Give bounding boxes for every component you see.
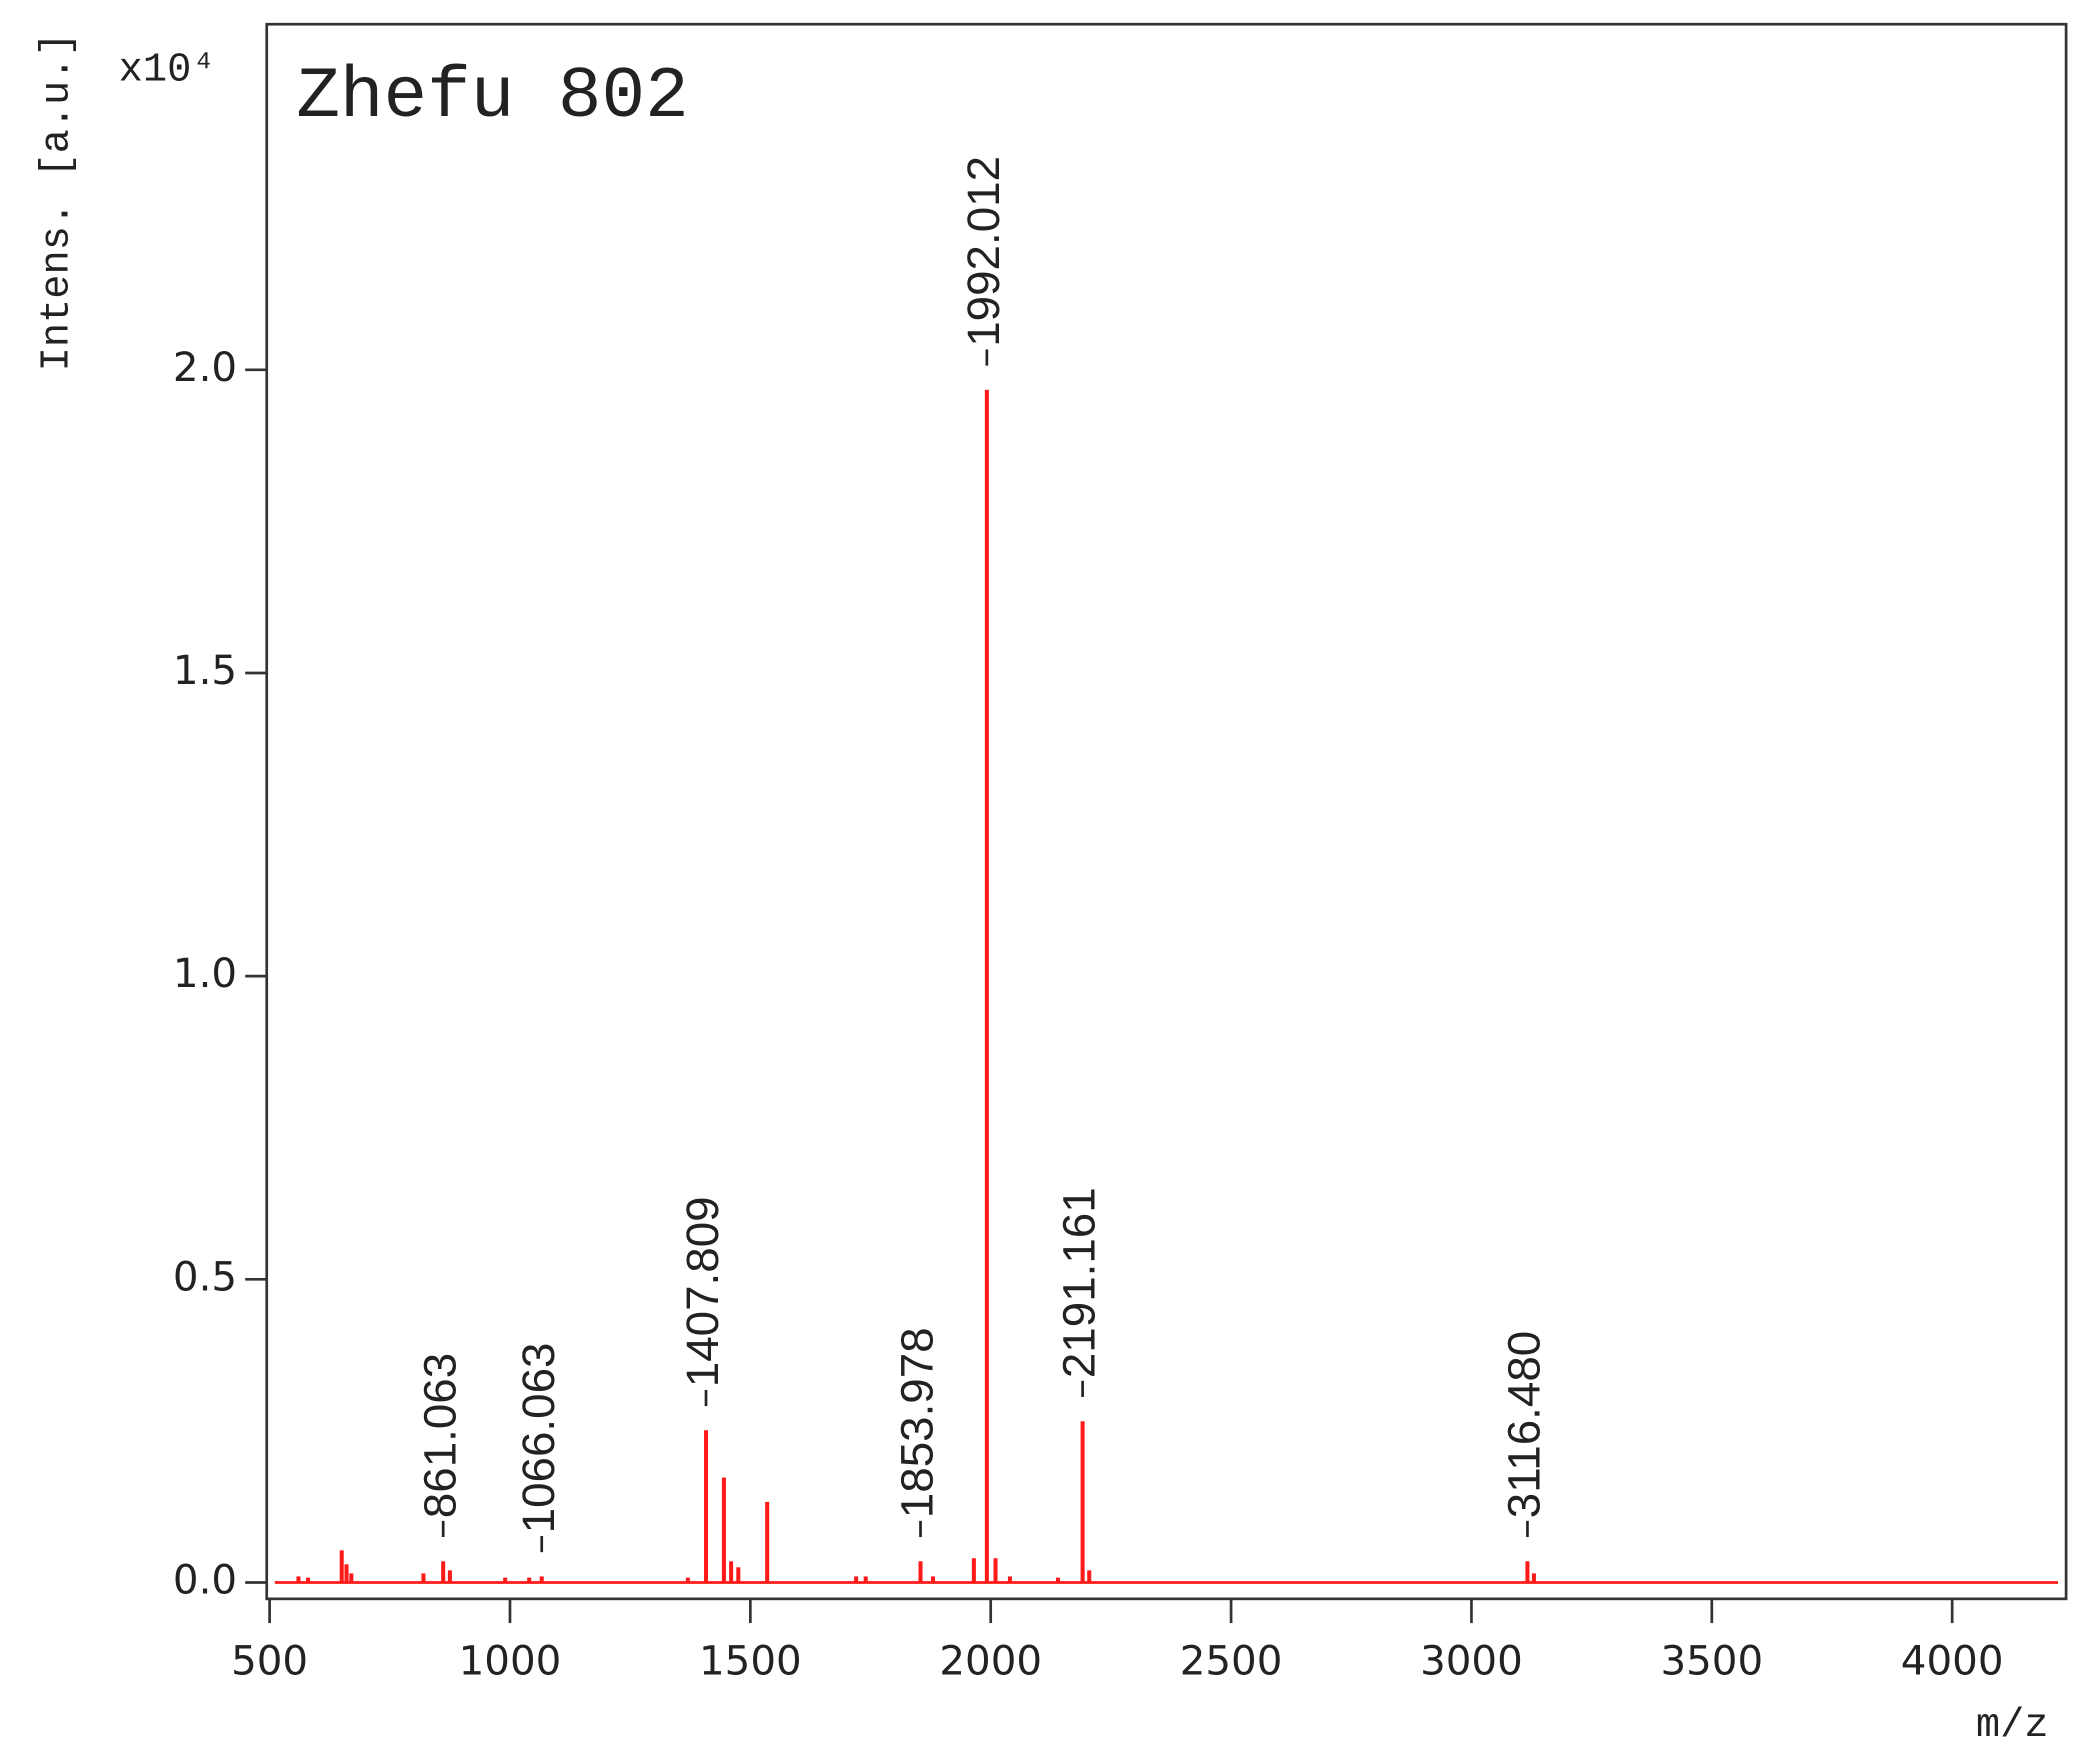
x-tick-label: 2000 xyxy=(939,1637,1042,1684)
x-tick-label: 1500 xyxy=(699,1637,802,1684)
x-tick-label: 4000 xyxy=(1901,1637,2004,1684)
y-tick-label: 2.0 xyxy=(173,344,237,391)
y-tick-label: 0.5 xyxy=(173,1253,237,1300)
y-axis-label: Intens. [a.u.] xyxy=(34,32,80,371)
y-tick-label: 1.5 xyxy=(173,647,237,694)
peak-label: 1853.978 xyxy=(892,1327,943,1518)
x-tick-label: 3000 xyxy=(1420,1637,1523,1684)
y-multiplier: x10⁴ xyxy=(119,48,216,94)
peak-label: 3116.480 xyxy=(1499,1331,1550,1518)
x-tick-label: 2500 xyxy=(1180,1637,1283,1684)
peak-label: 1407.809 xyxy=(677,1196,728,1387)
peak-label: 1066.063 xyxy=(513,1343,564,1534)
peak-label: 2191.161 xyxy=(1054,1187,1105,1378)
peak-label: 861.063 xyxy=(414,1353,465,1518)
chart-title: Zhefu 802 xyxy=(296,56,688,138)
x-tick-label: 1000 xyxy=(459,1637,562,1684)
peak-label: 1992.012 xyxy=(958,156,1009,347)
x-tick-label: 3500 xyxy=(1660,1637,1763,1684)
y-tick-label: 1.0 xyxy=(173,950,237,997)
plot-frame xyxy=(265,22,2068,1601)
x-axis-label: m/z xyxy=(1976,1703,2049,1749)
y-tick-label: 0.0 xyxy=(173,1556,237,1603)
x-tick-label: 500 xyxy=(231,1637,308,1684)
